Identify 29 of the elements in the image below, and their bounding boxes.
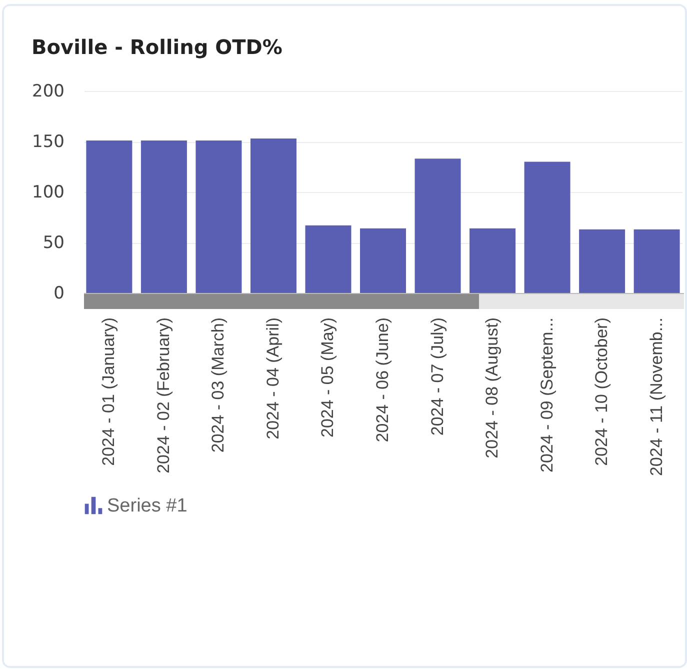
x-tick-label: 2024 - 06 (June): [373, 318, 392, 442]
bar: [86, 140, 132, 293]
y-tick-label: 0: [54, 284, 64, 304]
bar: [634, 229, 680, 293]
bar: [524, 162, 570, 293]
y-tick-label: 100: [32, 182, 64, 202]
bar: [579, 229, 626, 293]
x-tick-label: 2024 - 10 (October): [592, 318, 612, 466]
x-tick-label: 2024 - 01 (January): [99, 318, 118, 466]
bar: [414, 158, 461, 293]
x-tick-label: 2024 - 07 (July): [428, 318, 447, 436]
bar: [196, 140, 242, 293]
y-tick-label: 50: [42, 233, 64, 253]
bar: [140, 140, 187, 293]
bar: [470, 228, 516, 293]
x-tick-label: 2024 - 08 (August): [482, 318, 502, 458]
x-tick-label: 2024 - 04 (April): [263, 318, 282, 440]
x-tick-label: 2024 - 02 (February): [154, 318, 173, 474]
bar: [305, 225, 352, 293]
y-tick-label: 200: [32, 82, 64, 102]
chart-title: Boville - Rolling OTD%: [32, 35, 282, 59]
x-tick-label: 2024 - 09 (Septem...: [537, 318, 556, 472]
x-tick-label: 2024 - 05 (May): [318, 318, 338, 438]
bar: [250, 138, 296, 293]
y-tick-label: 150: [32, 132, 64, 152]
legend-label: Series #1: [107, 496, 188, 516]
x-tick-label: 2024 - 03 (March): [208, 318, 228, 453]
x-tick-label: 2024 - 11 (Novemb...: [646, 318, 666, 476]
bar: [360, 228, 406, 293]
